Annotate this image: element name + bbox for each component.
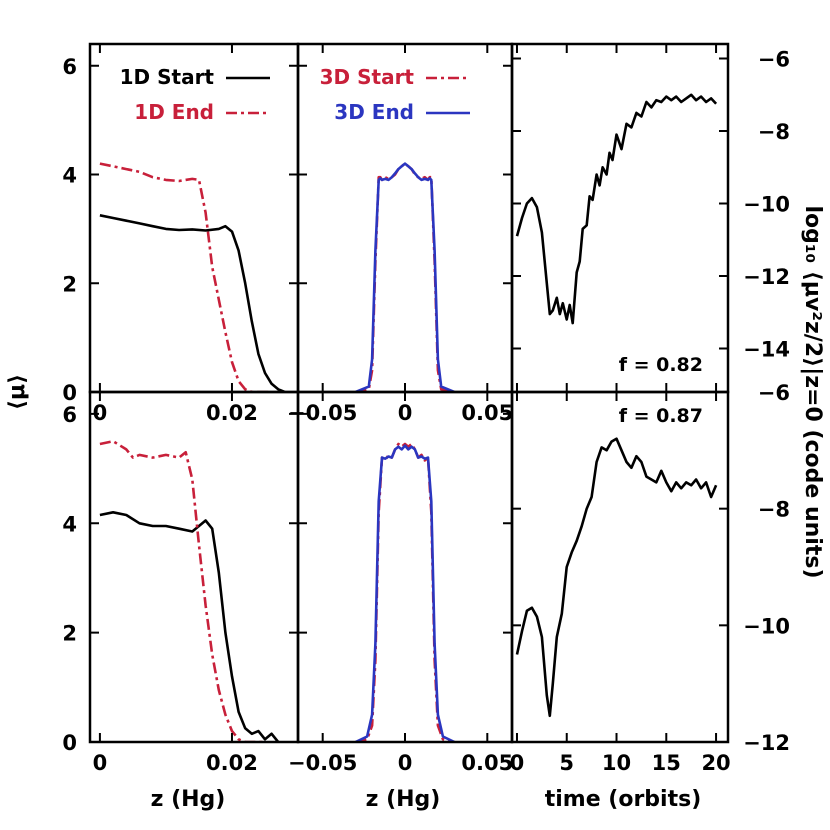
y-tick-label: 2	[62, 622, 77, 646]
y-tick-label: −14	[743, 338, 790, 362]
panel-top-right: −6 −8 −10 −12 −14	[510, 42, 790, 394]
y-tick-label: −10	[743, 614, 790, 638]
y-tick-label: 6	[62, 403, 77, 427]
series-group	[355, 162, 455, 392]
panel-frame	[510, 390, 730, 744]
x-tick-label: 0.02	[206, 751, 258, 775]
x-tick-label: 0	[93, 751, 108, 775]
panel-bottom-right: 0 5 10 15 20 −6 −8 −10 −12	[510, 381, 790, 775]
y-tick-label: −12	[743, 265, 790, 289]
x-tick-label: 15	[652, 751, 681, 775]
series-line-curve	[515, 93, 718, 325]
x-tick-label: 0.02	[206, 401, 258, 425]
annotation-f-top: f = 0.82	[619, 354, 703, 376]
panel-frame	[88, 42, 300, 394]
panel-frame	[88, 390, 300, 744]
y-tick-label: −8	[758, 498, 790, 522]
y-tick-label: −6	[758, 48, 790, 72]
series-line-3d-start	[355, 162, 455, 392]
legend-label-1d-start: 1D Start	[120, 65, 215, 89]
series-line-1d-end	[99, 439, 265, 742]
x-tick-label: 20	[701, 751, 730, 775]
y-tick-label: −10	[743, 193, 790, 217]
y-tick-label: 0	[62, 381, 77, 405]
x-axis-title-left: z (Hg)	[151, 787, 226, 812]
y-tick-label: −8	[758, 120, 790, 144]
x-tick-label: 0.05	[461, 751, 513, 775]
series-line-3d-end	[355, 444, 455, 742]
left-y-axis-title: ⟨μ⟩	[5, 374, 30, 410]
panel-bottom-left: 0 0.02 0 2 4 6	[62, 390, 300, 775]
annotation-f-bottom: f = 0.87	[619, 405, 703, 427]
series-line-3d-start	[355, 442, 455, 742]
series-line-1d-end	[99, 162, 272, 392]
panel-frame	[296, 42, 514, 394]
x-tick-label: 0	[510, 751, 525, 775]
legend-label-3d-start: 3D Start	[320, 65, 415, 89]
x-tick-label: −0.05	[288, 751, 357, 775]
panel-bottom-middle: −0.05 0 0.05	[288, 390, 514, 775]
y-tick-label: −12	[743, 731, 790, 755]
x-tick-label: 0	[93, 401, 108, 425]
y-tick-label: 4	[62, 512, 77, 536]
right-y-axis-title: log₁₀ ⟨μv²z/2⟩|z=0 (code units)	[800, 205, 825, 578]
x-axis-title-right: time (orbits)	[545, 787, 702, 812]
y-tick-label: −6	[758, 381, 790, 405]
x-axis-title-middle: z (Hg)	[366, 787, 441, 812]
legend-1d: 1D Start 1D End	[120, 65, 270, 124]
series-line-1d-start	[99, 214, 286, 392]
series-group	[355, 442, 455, 742]
legend-label-3d-end: 3D End	[334, 100, 414, 124]
x-tick-label: 5	[559, 751, 574, 775]
y-tick-label: 4	[62, 164, 77, 188]
series-line-1d-start	[99, 510, 280, 742]
series-group	[99, 439, 280, 742]
series-line-curve	[515, 437, 718, 718]
series-group	[99, 162, 286, 392]
panel-frame	[510, 42, 730, 394]
legend-3d: 3D Start 3D End	[320, 65, 470, 124]
y-tick-label: 6	[62, 55, 77, 79]
series-group	[515, 93, 718, 325]
y-tick-label: 0	[62, 731, 77, 755]
y-tick-label: 2	[62, 272, 77, 296]
legend-label-1d-end: 1D End	[134, 100, 214, 124]
series-line-3d-end	[355, 162, 455, 392]
x-tick-label: 0	[398, 401, 413, 425]
x-tick-label: 0	[398, 751, 413, 775]
series-group	[515, 437, 718, 718]
x-tick-label: 10	[602, 751, 631, 775]
